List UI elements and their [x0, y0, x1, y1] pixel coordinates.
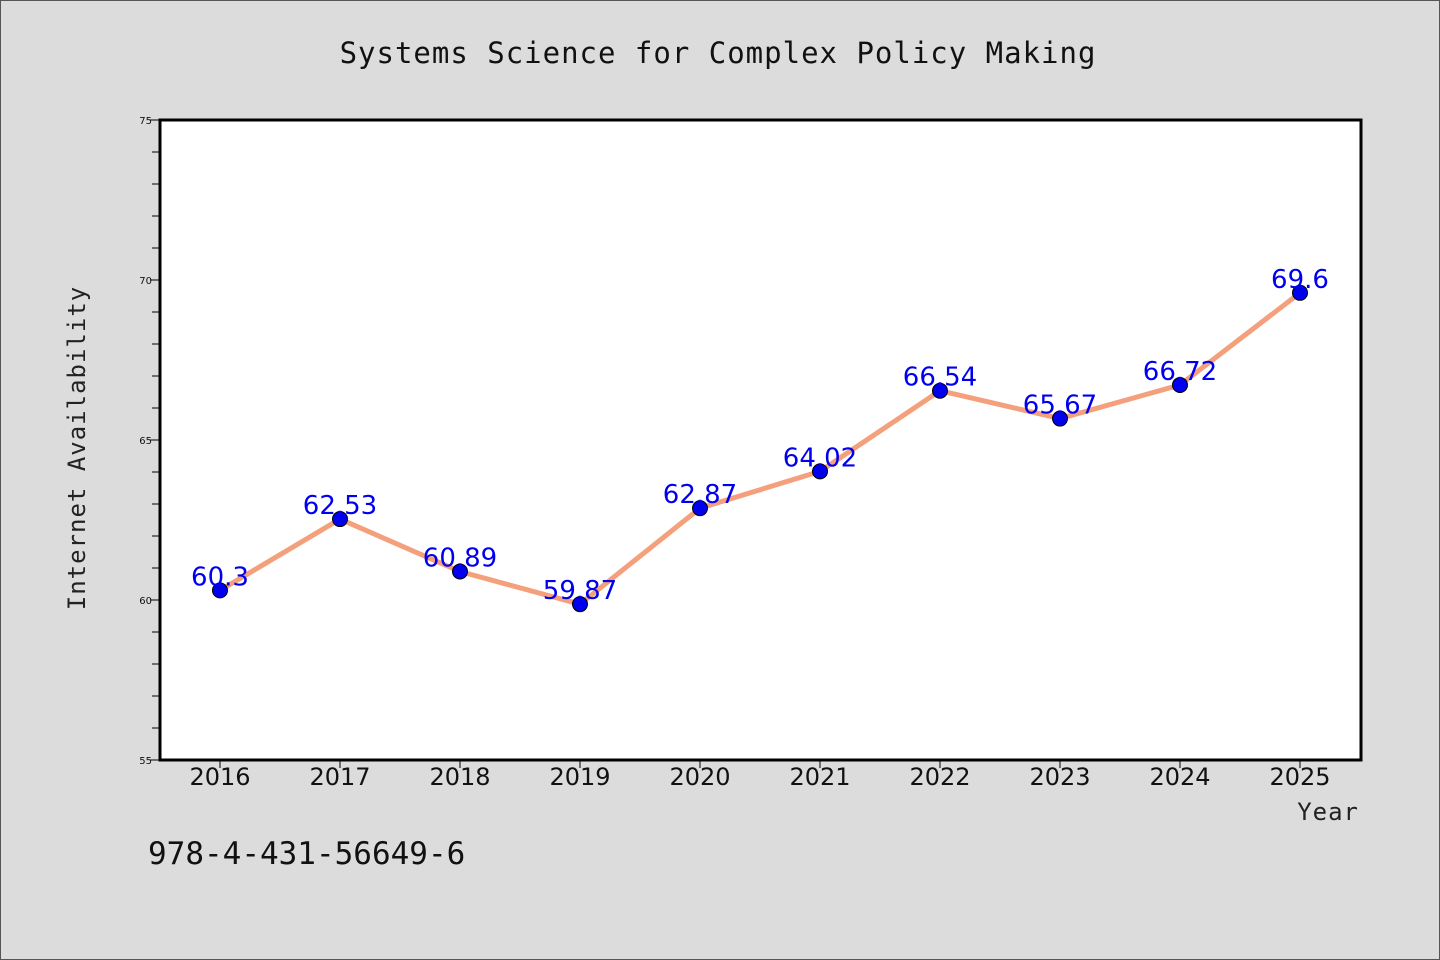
y-tick-label: 70 — [139, 276, 152, 287]
data-point — [332, 511, 348, 528]
data-label: 65.67 — [1023, 391, 1097, 421]
plot-area — [158, 118, 1363, 762]
x-tick-label: 2023 — [1029, 763, 1090, 791]
data-point — [932, 382, 948, 399]
data-label: 66.54 — [903, 363, 977, 393]
y-tick-label: 75 — [139, 116, 152, 127]
series-line — [217, 290, 1303, 607]
data-point — [452, 563, 468, 580]
data-point — [572, 596, 588, 613]
x-tick-label: 2016 — [189, 763, 250, 791]
data-label: 60.3 — [191, 562, 249, 592]
data-label: 60.89 — [423, 544, 497, 574]
chart-title: Systems Science for Complex Policy Makin… — [340, 36, 1097, 70]
x-tick-label: 2024 — [1149, 763, 1210, 791]
data-point — [1292, 284, 1308, 301]
data-point — [1052, 410, 1068, 427]
y-axis: 55 60 65 70 75 — [139, 116, 160, 767]
data-point — [1172, 376, 1188, 393]
x-tick-label: 2022 — [909, 763, 970, 791]
x-tick-label: 2019 — [549, 763, 610, 791]
x-axis: 2016 2017 2018 2019 2020 2021 2022 2023 2024 2025 — [189, 760, 1331, 791]
x-tick-label: 2025 — [1269, 763, 1330, 791]
data-label: 62.87 — [663, 480, 737, 510]
data-label: 69.6 — [1271, 265, 1329, 295]
y-tick-label: 55 — [139, 756, 152, 767]
data-point — [692, 500, 708, 517]
y-axis-label: Internet Availability — [63, 286, 91, 610]
x-tick-label: 2018 — [429, 763, 490, 791]
isbn-text: 978-4-431-56649-6 — [148, 836, 465, 872]
y-tick-label: 60 — [139, 596, 152, 607]
data-label: 64.02 — [783, 443, 857, 473]
series-layer — [212, 284, 1308, 613]
x-tick-label: 2017 — [309, 763, 370, 791]
x-axis-label: Year — [1297, 798, 1359, 826]
x-tick-label: 2021 — [789, 763, 850, 791]
data-point — [212, 582, 228, 599]
data-label: 62.53 — [303, 491, 377, 521]
y-tick-label: 65 — [139, 436, 152, 447]
data-label: 59.87 — [543, 576, 617, 606]
x-tick-label: 2020 — [669, 763, 730, 791]
data-labels: 60.3 62.53 60.89 59.87 62.87 64.02 66.54 65.67 6… — [191, 265, 1329, 606]
data-label: 66.72 — [1143, 357, 1217, 387]
data-point — [812, 463, 828, 480]
